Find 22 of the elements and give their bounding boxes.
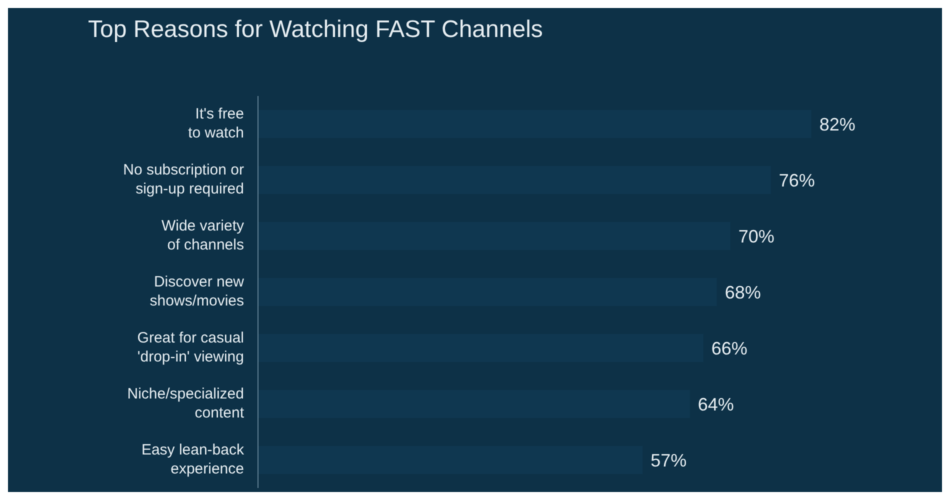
y-tick-label: Niche/specialized content — [127, 385, 245, 422]
bar — [258, 278, 717, 306]
y-tick-label: Great for casual 'drop-in' viewing — [137, 329, 244, 366]
bar — [258, 222, 730, 250]
bar — [258, 166, 771, 194]
y-tick-label: Wide variety of channels — [161, 217, 244, 254]
chart-title: Top Reasons for Watching FAST Channels — [87, 15, 544, 45]
bar — [258, 446, 643, 474]
data-label: 76% — [778, 170, 815, 190]
y-tick-label: Discover new shows/movies — [150, 273, 244, 310]
data-label: 66% — [711, 338, 748, 358]
data-label: 57% — [650, 450, 687, 470]
data-label: 70% — [738, 226, 774, 246]
data-label: 82% — [819, 114, 856, 134]
data-label: 64% — [698, 394, 734, 414]
bar — [258, 390, 690, 418]
y-tick-label: Easy lean-back experience — [141, 441, 244, 478]
data-label: 68% — [724, 282, 761, 302]
bar — [258, 334, 704, 362]
bar — [258, 110, 812, 138]
y-tick-label: It's free to watch — [188, 105, 244, 142]
y-tick-label: No subscription or sign-up required — [123, 161, 244, 198]
